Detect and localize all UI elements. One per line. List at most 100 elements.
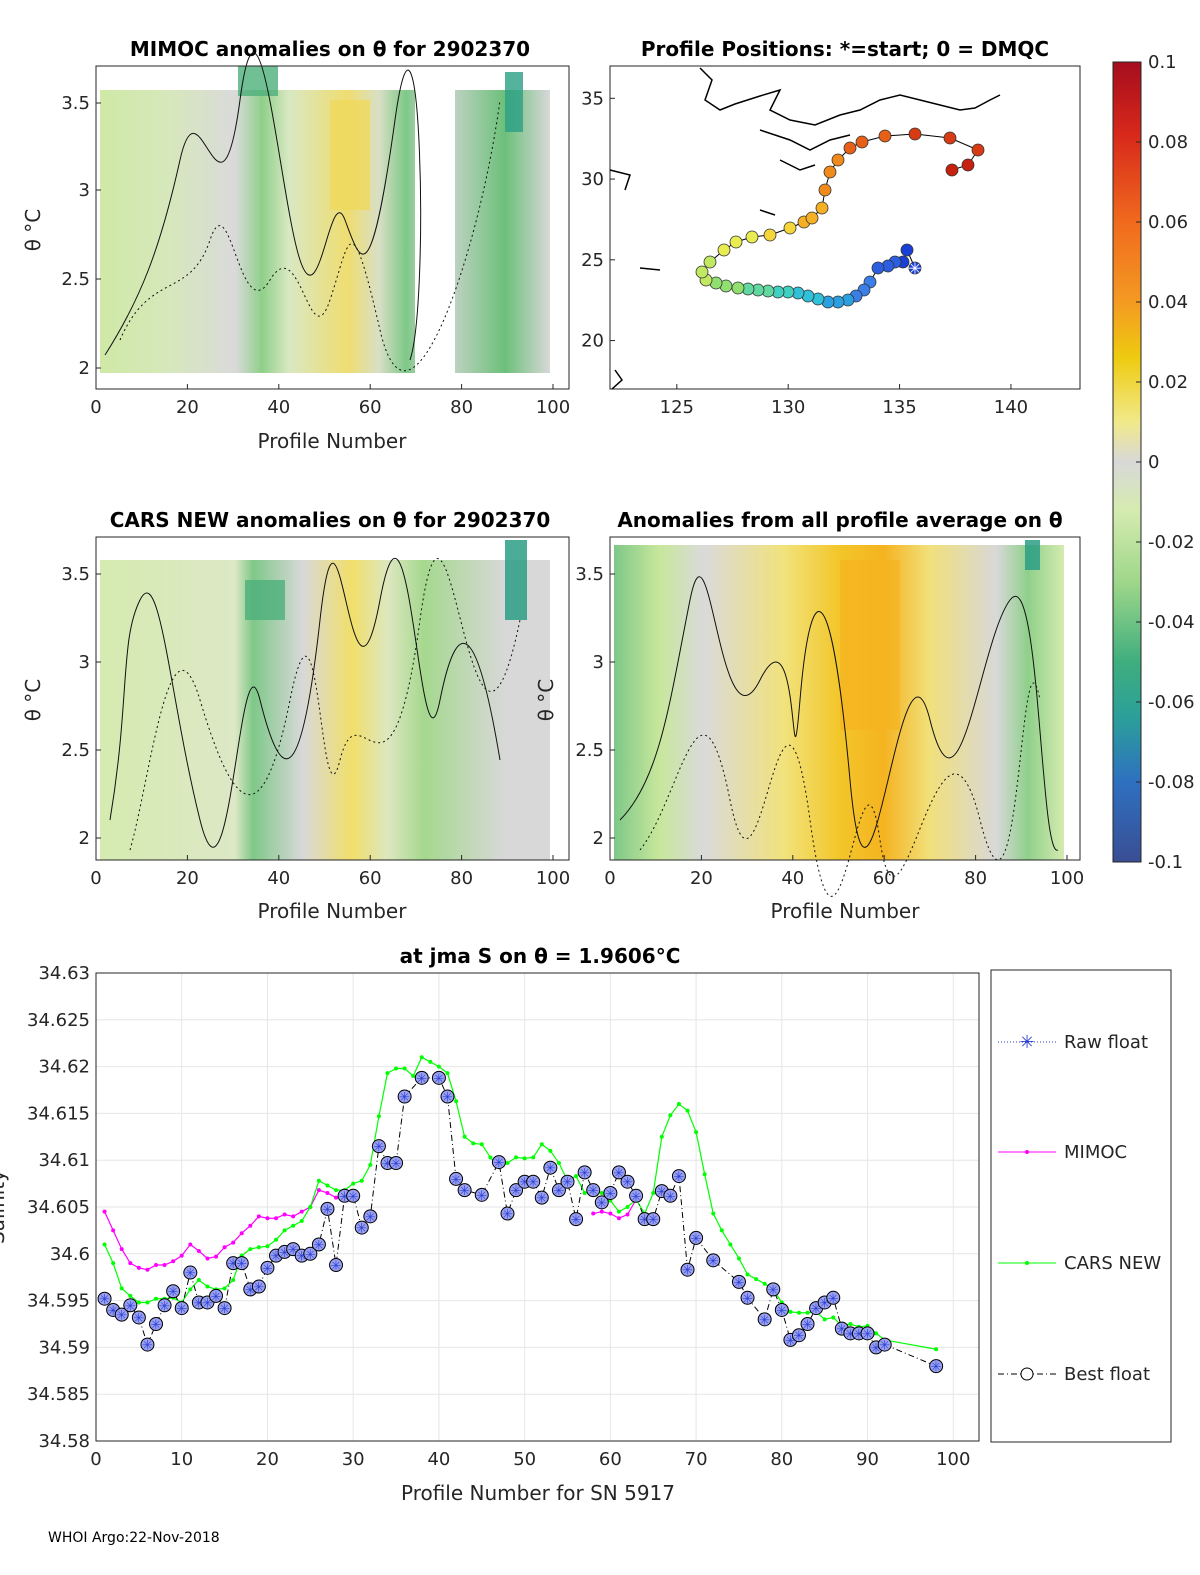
- mimoc-gap: [415, 70, 455, 373]
- best-float-point: [671, 1169, 686, 1184]
- raw-float-marker: ✳: [579, 1166, 590, 1181]
- start-star-icon: ✳: [908, 259, 921, 278]
- y-tick-label: 3.5: [61, 93, 90, 114]
- best-float-point: [757, 1312, 772, 1327]
- best-float-point: [449, 1171, 464, 1186]
- x-tick-label: 10: [170, 1449, 193, 1470]
- x-tick-label: 70: [685, 1449, 708, 1470]
- x-tick-label: 80: [964, 868, 987, 889]
- best-float-point: [346, 1188, 361, 1203]
- cars-point: [539, 1142, 544, 1147]
- y-tick-label: 3: [593, 652, 604, 673]
- mimoc-point: [205, 1256, 210, 1261]
- raw-float-marker: ✳: [159, 1299, 170, 1314]
- raw-float-marker: ✳: [416, 1072, 427, 1087]
- cars-point: [796, 1310, 801, 1315]
- cars-point: [848, 1322, 853, 1326]
- y-tick-label: 34.62: [38, 1057, 90, 1078]
- colorbar-tick-label: -0.04: [1148, 612, 1195, 633]
- best-float-point: [174, 1301, 189, 1316]
- x-tick-label: 80: [450, 868, 473, 889]
- profile-position-marker: [943, 131, 957, 145]
- mimoc-point: [119, 1247, 124, 1252]
- cars-point: [128, 1293, 133, 1298]
- cars-point: [188, 1287, 193, 1292]
- raw-float-marker: ✳: [613, 1166, 624, 1181]
- cars-point: [308, 1205, 313, 1209]
- x-tick-label: 60: [599, 1449, 622, 1470]
- raw-float-marker: ✳: [271, 1250, 282, 1265]
- legend-best-marker: [1020, 1367, 1034, 1381]
- cars-ylabel: θ °C: [21, 679, 45, 722]
- best-float-point: [646, 1212, 661, 1227]
- y-tick-label: 34.6: [50, 1244, 90, 1265]
- y-tick-label: 3.5: [61, 564, 90, 585]
- cars-point: [574, 1174, 579, 1179]
- allavg-contour-solid: [619, 576, 1059, 851]
- profile-position-marker: [971, 143, 985, 157]
- raw-float-marker: ✳: [562, 1176, 573, 1191]
- y-tick-label: 34.58: [38, 1431, 90, 1452]
- mimoc-point: [128, 1261, 133, 1266]
- y-tick-label: 34.585: [27, 1384, 90, 1405]
- cars-point: [428, 1059, 433, 1064]
- x-tick-label: 50: [513, 1449, 536, 1470]
- cars-point: [754, 1277, 759, 1282]
- raw-float-marker: ✳: [459, 1184, 470, 1199]
- best-float-point: [603, 1185, 618, 1200]
- cars-point: [694, 1130, 699, 1135]
- allavg-anomaly-field: [614, 545, 1064, 860]
- raw-float-marker: ✳: [193, 1296, 204, 1311]
- cars-yaxis: 3.5 3 2.5 2: [61, 564, 101, 849]
- raw-float-marker: ✳: [879, 1339, 890, 1354]
- raw-float-marker: ✳: [819, 1296, 830, 1311]
- mimoc-xlabel: Profile Number: [258, 429, 408, 453]
- raw-float-marker: ✳: [622, 1176, 633, 1191]
- best-float-point: [457, 1183, 472, 1198]
- colorbar-tick-label: -0.1: [1148, 852, 1183, 873]
- best-float-point: [826, 1290, 841, 1305]
- best-float-point: [97, 1291, 112, 1306]
- y-tick-label: 35: [581, 88, 604, 109]
- profile-position-marker: [908, 261, 922, 275]
- mimoc-point: [171, 1259, 176, 1264]
- raw-float-marker: ✳: [656, 1185, 667, 1200]
- y-tick-label: 34.61: [38, 1150, 90, 1171]
- x-tick-label: 40: [267, 397, 290, 418]
- raw-float-marker: ✳: [794, 1329, 805, 1344]
- cars-point: [316, 1178, 321, 1183]
- cars-point: [711, 1211, 716, 1216]
- raw-float-marker: ✳: [253, 1281, 264, 1296]
- cars-point: [745, 1272, 750, 1277]
- y-tick-label: 34.59: [38, 1337, 90, 1358]
- y-tick-label: 25: [581, 250, 604, 271]
- raw-float-marker: ✳: [211, 1290, 222, 1305]
- best-float-point: [234, 1256, 249, 1271]
- best-float-point: [440, 1089, 455, 1104]
- raw-float-marker: ✳: [296, 1250, 307, 1265]
- cars-point: [436, 1064, 441, 1069]
- chart-series: ✳✳✳✳✳✳✳✳✳✳✳✳✳✳✳✳✳✳✳✳✳✳✳✳✳✳✳✳✳✳✳✳✳✳✳✳✳ ✳✳✳…: [97, 1055, 944, 1375]
- cars-point: [136, 1300, 141, 1305]
- mimoc-point: [222, 1245, 227, 1250]
- x-tick-label: 135: [882, 397, 916, 418]
- cars-point: [265, 1244, 270, 1249]
- cars-point: [488, 1155, 493, 1160]
- colorbar-tick-label: 0.04: [1148, 292, 1188, 313]
- best-float-point: [431, 1070, 446, 1085]
- legend-cars-label: CARS NEW: [1064, 1253, 1161, 1274]
- cars-point: [676, 1102, 681, 1107]
- legend-cars-marker: [1025, 1261, 1029, 1265]
- best-float-point: [320, 1201, 335, 1216]
- cars-point: [256, 1245, 261, 1250]
- coastline-japan: [699, 67, 1001, 126]
- cars-point: [702, 1172, 707, 1177]
- x-tick-label: 80: [770, 1449, 793, 1470]
- best-float-point: [251, 1279, 266, 1294]
- raw-float-marker: ✳: [502, 1208, 513, 1223]
- colorbar-tick-label: -0.06: [1148, 692, 1195, 713]
- best-float-point: [680, 1262, 695, 1277]
- mimoc-axes-box: [95, 65, 570, 390]
- cars-point: [282, 1228, 287, 1233]
- best-float-point: [414, 1070, 429, 1085]
